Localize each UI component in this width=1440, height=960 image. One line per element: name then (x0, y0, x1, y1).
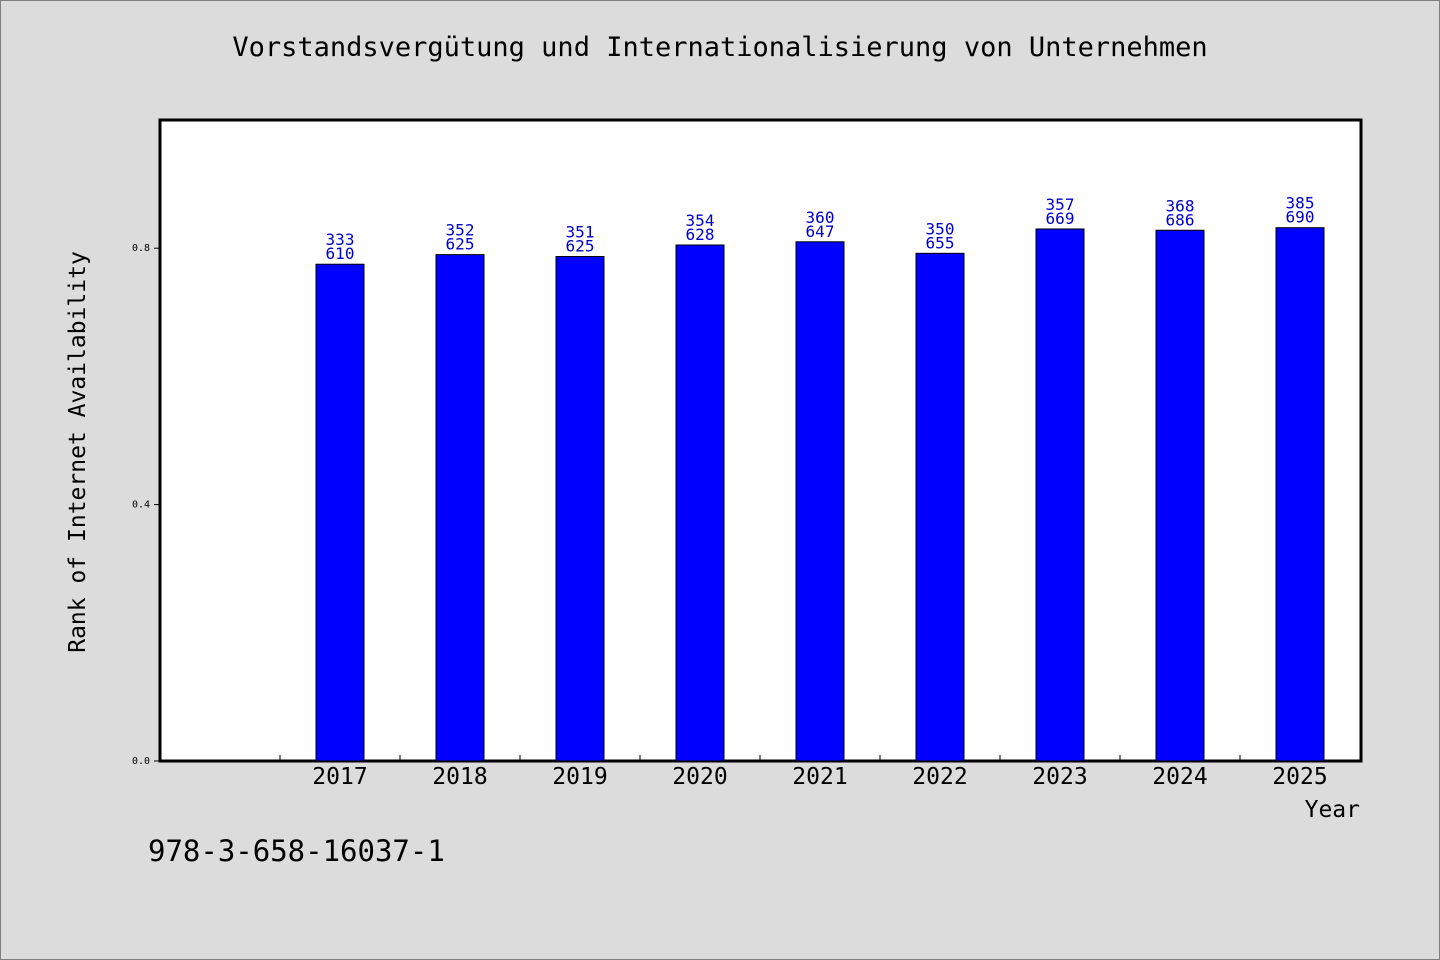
chart-title: Vorstandsvergütung und Internationalisie… (232, 32, 1208, 63)
x-tick-label-2024: 2024 (1152, 764, 1207, 790)
bar-2017 (315, 263, 365, 762)
bar-2024 (1155, 229, 1205, 762)
ticks-layer: 0.0 0.4 0.8 2017 2018 2019 2020 2021 2022 2023 202… (132, 243, 1361, 790)
y-tick-label: 0.0 (132, 756, 150, 767)
bar-label-bottom-2018: 625 (446, 235, 475, 254)
bar-label-top-2019: 351 (566, 223, 595, 242)
footer-id-text: 978-3-658-16037-1 (148, 834, 445, 868)
bar-label-top-2023: 357 (1046, 195, 1075, 214)
x-tick-label-2023: 2023 (1032, 764, 1087, 790)
bar-2021 (795, 241, 845, 762)
bar-2020 (675, 244, 725, 762)
bar-label-bottom-2021: 647 (806, 222, 835, 241)
bar-label-bottom-2025: 690 (1286, 208, 1315, 227)
bar-label-top-2025: 385 (1286, 194, 1315, 213)
bar-label-top-2018: 352 (446, 221, 475, 240)
x-tick-label-2017: 2017 (312, 764, 367, 790)
bar-label-bottom-2022: 655 (926, 233, 955, 252)
bar-2019 (555, 256, 605, 762)
bar-label-top-2020: 354 (686, 211, 715, 230)
y-tick-label: 0.4 (132, 500, 150, 511)
x-tick-label-2020: 2020 (672, 764, 727, 790)
y-tick-label: 0.8 (132, 243, 150, 254)
bar-2025 (1275, 227, 1325, 762)
bar-label-bottom-2019: 625 (566, 237, 595, 256)
bar-2018 (435, 254, 485, 762)
bar-2022 (915, 252, 965, 762)
bar-label-bottom-2024: 686 (1166, 210, 1195, 229)
x-tick-label-2025: 2025 (1272, 764, 1327, 790)
x-tick-label-2022: 2022 (912, 764, 967, 790)
y-axis-label: Rank of Internet Availability (65, 251, 91, 653)
bar-label-top-2017: 333 (326, 230, 355, 249)
bar-label-top-2021: 360 (806, 208, 835, 227)
bar-label-top-2022: 350 (926, 219, 955, 238)
bar-label-bottom-2017: 610 (326, 244, 355, 263)
bar-label-top-2024: 368 (1166, 196, 1195, 215)
bar-label-bottom-2023: 669 (1046, 209, 1075, 228)
x-tick-label-2018: 2018 (432, 764, 487, 790)
x-tick-label-2021: 2021 (792, 764, 847, 790)
bar-label-bottom-2020: 628 (686, 225, 715, 244)
bar-2023 (1035, 228, 1085, 762)
x-axis-label: Year (1305, 797, 1360, 823)
x-tick-label-2019: 2019 (552, 764, 607, 790)
